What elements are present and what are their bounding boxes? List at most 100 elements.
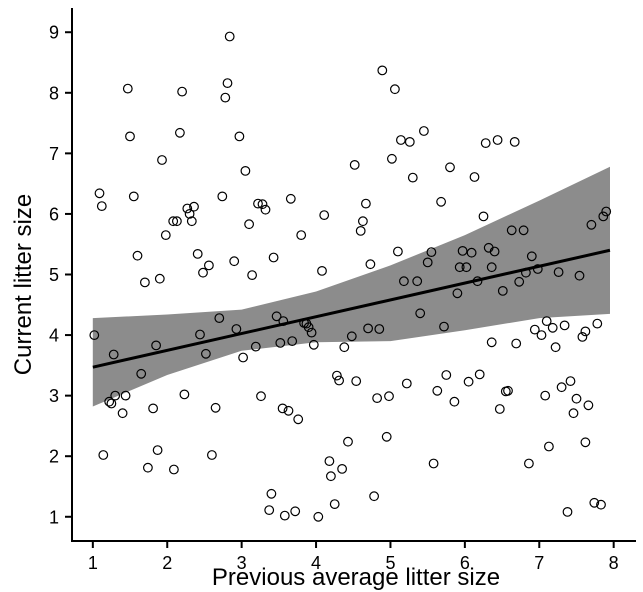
data-point [393, 246, 403, 257]
data-point [346, 331, 357, 342]
data-point [492, 135, 503, 145]
data-point [238, 352, 249, 363]
data-point [544, 441, 554, 452]
data-point [168, 216, 179, 227]
data-point [106, 398, 117, 409]
data-point [151, 340, 162, 351]
data-point [377, 65, 388, 76]
data-point [463, 376, 474, 387]
data-point [234, 131, 245, 142]
data-point [264, 505, 275, 516]
data-point [529, 324, 540, 335]
data-point [559, 320, 570, 331]
y-tick-label: 3 [49, 386, 59, 406]
y-axis-ticks: 1 2 3 4 5 6 7 8 9 [49, 23, 72, 527]
data-point [256, 391, 266, 402]
data-point [222, 78, 233, 88]
data-point [553, 267, 564, 278]
data-point [384, 391, 394, 402]
data-point [257, 199, 268, 210]
data-point [355, 225, 366, 236]
data-point [577, 332, 588, 342]
confidence-band [92, 166, 611, 407]
data-point [198, 267, 208, 278]
data-point [271, 311, 282, 322]
data-point [277, 403, 288, 414]
data-point [514, 276, 525, 287]
x-tick-label: 8 [609, 553, 619, 573]
data-point [445, 162, 455, 173]
y-tick-label: 6 [49, 204, 59, 224]
data-point [293, 414, 304, 425]
x-tick-label: 2 [162, 553, 172, 573]
data-point [422, 257, 433, 268]
data-point [168, 464, 179, 475]
data-point [401, 378, 412, 389]
data-point [171, 216, 182, 227]
data-point [396, 135, 406, 145]
data-point [524, 458, 534, 469]
data-point [562, 507, 573, 517]
data-point [466, 247, 477, 258]
data-point [589, 497, 600, 508]
data-point [381, 431, 392, 442]
x-axis-title: Previous average litter size [212, 564, 500, 591]
data-point [580, 326, 591, 337]
data-point [511, 338, 522, 349]
data-point [583, 400, 594, 411]
data-point [486, 337, 497, 348]
data-point [132, 250, 143, 261]
data-point [339, 342, 350, 353]
data-point [441, 370, 452, 380]
data-point [285, 193, 296, 204]
regression-line [92, 248, 611, 369]
data-point [592, 318, 603, 329]
data-point [580, 437, 591, 448]
data-point [308, 339, 319, 350]
data-point [349, 159, 360, 170]
data-point [598, 211, 609, 222]
data-point [186, 216, 197, 227]
data-point [454, 262, 465, 273]
data-point [571, 393, 582, 404]
data-point [290, 506, 301, 517]
data-point [203, 260, 214, 271]
data-point [541, 316, 552, 327]
data-point [306, 327, 317, 338]
data-point [480, 138, 491, 149]
data-point [432, 385, 443, 396]
data-point [540, 390, 551, 401]
data-point [287, 336, 298, 347]
data-point [415, 308, 426, 319]
data-point [268, 252, 279, 263]
data-point [365, 259, 376, 270]
data-point [266, 488, 277, 499]
y-tick-label: 2 [49, 447, 59, 467]
data-point [98, 450, 109, 460]
data-point [452, 288, 463, 299]
data-point [404, 136, 415, 147]
x-tick-label: 6 [460, 553, 470, 573]
data-point [526, 251, 537, 262]
data-point [361, 198, 371, 209]
data-point [324, 456, 335, 467]
data-point [275, 338, 286, 348]
data-point [125, 131, 135, 142]
data-point [506, 225, 517, 236]
data-point [229, 256, 240, 267]
data-point [157, 155, 167, 165]
data-point [326, 471, 336, 482]
data-point [296, 230, 307, 241]
data-point [426, 247, 437, 258]
data-point [160, 230, 171, 241]
data-point [596, 499, 606, 510]
data-point [457, 245, 468, 256]
data-point [390, 84, 400, 95]
data-point [536, 330, 547, 341]
data-point [419, 126, 429, 136]
data-point [586, 219, 597, 230]
data-point [387, 153, 397, 164]
data-point [399, 276, 409, 287]
data-point [358, 216, 368, 227]
data-point [329, 499, 340, 510]
